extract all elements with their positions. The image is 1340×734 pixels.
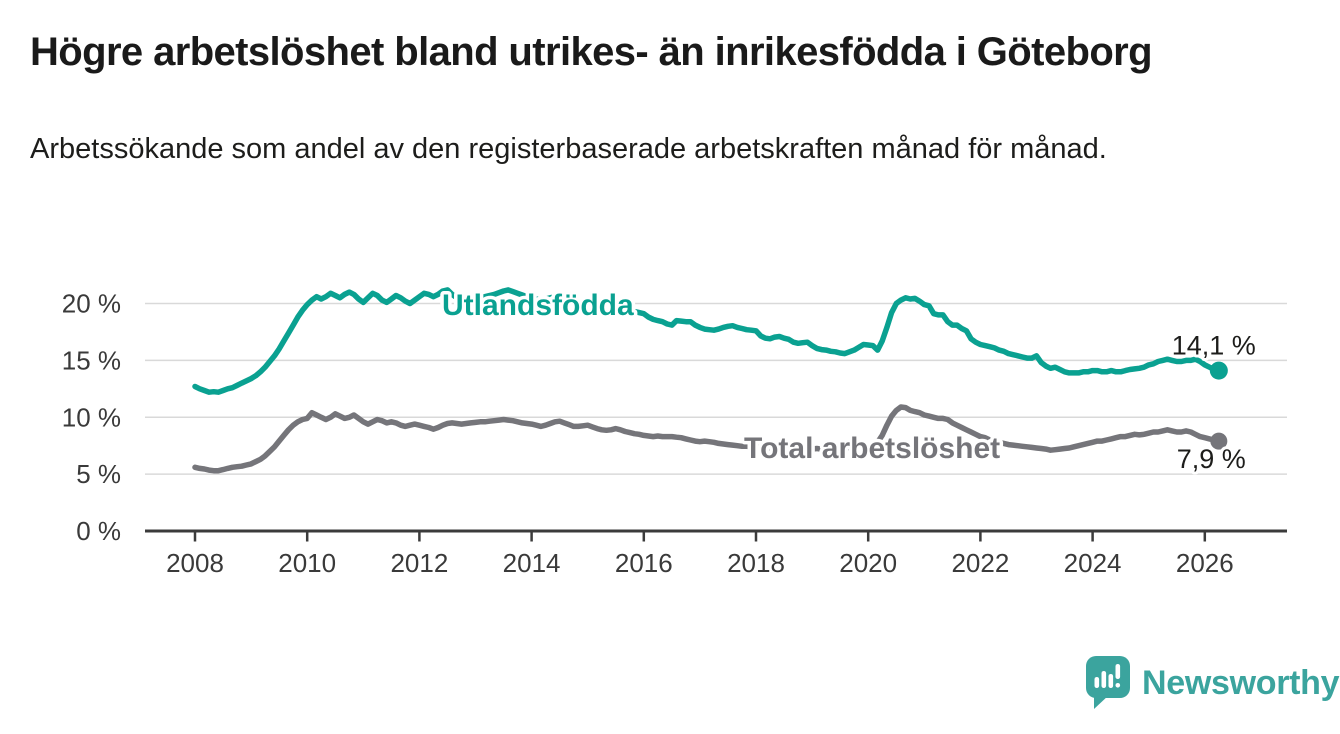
x-tick-label: 2020 (839, 548, 897, 578)
logo-bar-3 (1108, 674, 1114, 688)
series-end-dot (1209, 361, 1228, 380)
x-tick-label: 2018 (727, 548, 785, 578)
x-tick-label: 2014 (503, 548, 561, 578)
series-end-dot (1210, 432, 1228, 450)
logo-bar-2 (1101, 671, 1107, 688)
series-label-total-arbetsloshet: Total arbetslöshet (744, 432, 1000, 465)
x-tick-label: 2010 (278, 548, 336, 578)
series-line-utlandsfodda (192, 287, 1222, 395)
newsworthy-logo: Newsworthy (1085, 655, 1340, 711)
speech-bubble-tail (1094, 695, 1109, 709)
chart-subtitle: Arbetssökande som andel av den registerb… (30, 133, 1107, 165)
series-end-value-label: 14,1 % (1172, 331, 1256, 361)
y-tick-label: 20 % (62, 289, 121, 319)
x-tick-label: 2008 (166, 548, 224, 578)
chart-title: Högre arbetslöshet bland utrikes- än inr… (30, 30, 1153, 74)
x-tick-label: 2026 (1176, 548, 1234, 578)
y-tick-label: 5 % (76, 459, 121, 489)
x-tick-label: 2022 (951, 548, 1009, 578)
logo-exclamation-bar (1115, 664, 1121, 679)
newsworthy-logo-icon (1086, 656, 1130, 709)
y-tick-label: 0 % (76, 516, 121, 546)
logo-bar-1 (1094, 677, 1100, 688)
x-tick-label: 2012 (390, 548, 448, 578)
y-tick-label: 15 % (62, 345, 121, 375)
series-label-utlandsfodda: Utlandsfödda (442, 289, 634, 322)
x-tick-label: 2016 (615, 548, 673, 578)
series-end-value-label: 7,9 % (1177, 444, 1246, 474)
logo-exclamation-dot (1115, 683, 1121, 688)
y-tick-label: 10 % (62, 402, 121, 432)
newsworthy-logo-text: Newsworthy (1142, 663, 1340, 702)
x-tick-label: 2024 (1064, 548, 1122, 578)
series-line-total-arbetsloshet (192, 404, 1222, 474)
